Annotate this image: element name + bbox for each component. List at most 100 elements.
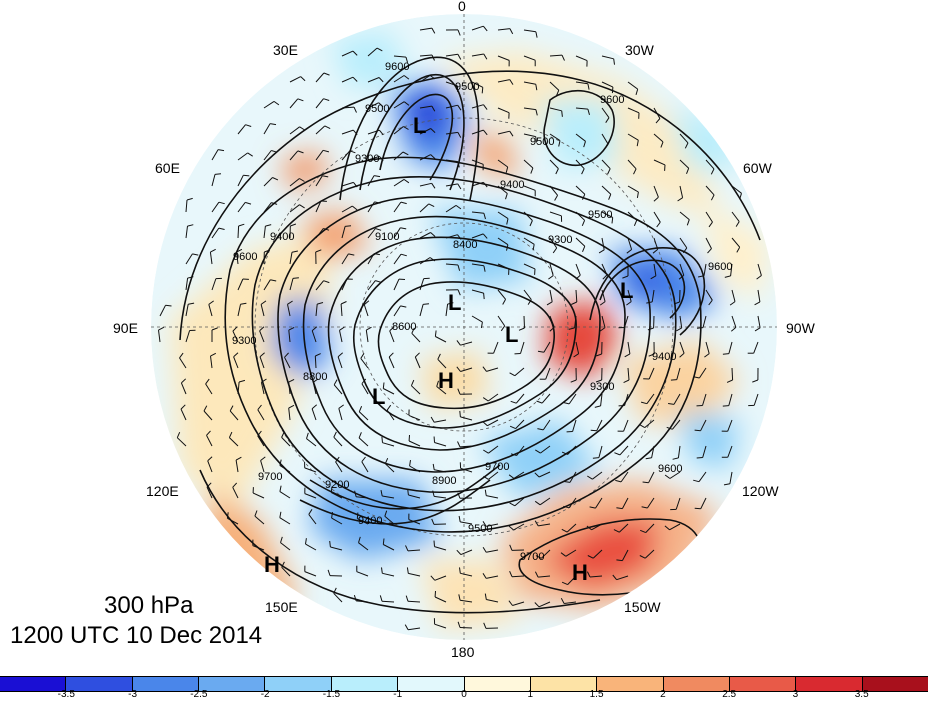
wind-barb-feather bbox=[510, 400, 517, 404]
wind-barb-feather bbox=[611, 87, 614, 94]
contour-label: 9700 bbox=[258, 471, 282, 483]
wind-barb bbox=[408, 572, 421, 577]
wind-barb-feather bbox=[384, 510, 388, 517]
wind-barb bbox=[304, 493, 317, 499]
wind-barb bbox=[311, 330, 317, 343]
wind-barb bbox=[486, 495, 499, 499]
wind-barb bbox=[263, 100, 275, 109]
wind-barb-feather bbox=[660, 141, 664, 148]
wind-barb-feather bbox=[704, 353, 710, 358]
wind-barb-feather bbox=[668, 403, 675, 405]
wind-barb bbox=[203, 410, 213, 421]
wind-barb-feather bbox=[381, 436, 383, 443]
wind-barb-feather bbox=[232, 326, 238, 332]
wind-barb bbox=[210, 356, 213, 369]
wind-barb-feather bbox=[599, 327, 606, 332]
wind-barb-feather bbox=[206, 482, 212, 488]
wind-barb-feather bbox=[243, 174, 250, 177]
wind-barb bbox=[232, 330, 239, 343]
wind-barb-feather bbox=[722, 405, 729, 407]
wind-barb-feather bbox=[599, 301, 606, 306]
wind-barb-feather bbox=[598, 249, 605, 254]
wind-barb-feather bbox=[529, 220, 533, 227]
wind-barb bbox=[434, 596, 447, 603]
wind-barb-feather bbox=[556, 90, 560, 96]
wind-barb bbox=[538, 471, 551, 478]
longitude-label-150e: 150E bbox=[265, 599, 298, 615]
wind-barb bbox=[620, 471, 629, 483]
wind-barb bbox=[703, 263, 707, 276]
wind-barb-feather bbox=[218, 201, 225, 205]
wind-barb-feather bbox=[434, 330, 437, 337]
wind-barb-feather bbox=[500, 325, 506, 332]
wind-barb bbox=[700, 419, 707, 431]
wind-barb-feather bbox=[232, 482, 238, 488]
wind-barb bbox=[304, 571, 317, 577]
wind-barb-feather bbox=[723, 483, 730, 486]
wind-barb bbox=[356, 496, 369, 499]
wind-barb bbox=[460, 572, 473, 577]
wind-barb bbox=[315, 200, 322, 213]
wind-barb-feather bbox=[608, 194, 612, 200]
wind-barb-feather bbox=[431, 27, 436, 34]
wind-barb bbox=[512, 601, 525, 606]
wind-barb bbox=[757, 263, 762, 276]
wind-barb bbox=[289, 178, 300, 187]
wind-barb bbox=[592, 549, 603, 559]
wind-barb bbox=[434, 419, 447, 423]
wind-barb bbox=[393, 278, 400, 291]
wind-barb-feather bbox=[405, 56, 409, 63]
wind-barb bbox=[434, 575, 447, 581]
wind-barb-feather bbox=[431, 54, 435, 61]
low-center-marker: L bbox=[372, 384, 385, 409]
wind-barb-feather bbox=[506, 244, 509, 251]
wind-barb-feather bbox=[614, 452, 621, 456]
wind-barb bbox=[486, 599, 499, 603]
pressure-level-caption: 300 hPa bbox=[104, 592, 194, 619]
wind-barb-feather bbox=[534, 472, 540, 478]
wind-barb-feather bbox=[736, 246, 741, 253]
wind-barb-feather bbox=[279, 485, 282, 492]
wind-barb bbox=[341, 106, 355, 109]
wind-barb-feather bbox=[280, 536, 283, 543]
wind-barb-feather bbox=[482, 521, 487, 527]
wind-barb bbox=[419, 203, 430, 213]
wind-barb bbox=[211, 149, 219, 161]
wind-barb-feather bbox=[650, 275, 657, 280]
wind-barb bbox=[601, 185, 612, 195]
wind-barb-feather bbox=[257, 404, 262, 411]
wind-barb-feather bbox=[403, 101, 410, 106]
wind-barb-feather bbox=[315, 353, 321, 357]
wind-barb-feather bbox=[188, 302, 195, 305]
contour-label: 9700 bbox=[485, 461, 509, 473]
wind-barb bbox=[728, 341, 733, 354]
wind-barb bbox=[279, 491, 291, 499]
wind-barb-feather bbox=[581, 220, 586, 226]
wind-barb-feather bbox=[483, 181, 488, 188]
wind-barb-feather bbox=[595, 353, 602, 357]
contour-label: 9600 bbox=[658, 463, 682, 475]
wind-barb bbox=[312, 382, 317, 395]
wind-barb bbox=[471, 129, 484, 135]
wind-barb-feather bbox=[505, 166, 509, 173]
wind-barb bbox=[589, 575, 603, 578]
wind-barb bbox=[358, 542, 369, 551]
wind-barb-feather bbox=[536, 400, 543, 404]
wind-barb-feather bbox=[322, 149, 330, 153]
wind-barb bbox=[549, 211, 562, 217]
wind-barb-feather bbox=[378, 102, 384, 108]
wind-barb bbox=[514, 497, 525, 507]
wind-barb-feather bbox=[376, 47, 383, 52]
wind-barb bbox=[235, 460, 239, 473]
wind-barb-feather bbox=[322, 175, 329, 178]
wind-barb bbox=[315, 125, 326, 135]
wind-barb bbox=[471, 53, 484, 57]
wind-barb bbox=[601, 107, 610, 118]
wind-barb-feather bbox=[379, 129, 384, 136]
wind-barb bbox=[702, 315, 707, 328]
wind-barb bbox=[523, 289, 532, 300]
wind-barb-feather bbox=[273, 100, 280, 106]
wind-barb-feather bbox=[403, 75, 410, 80]
wind-barb bbox=[575, 159, 585, 170]
wind-barb-feather bbox=[563, 402, 570, 405]
